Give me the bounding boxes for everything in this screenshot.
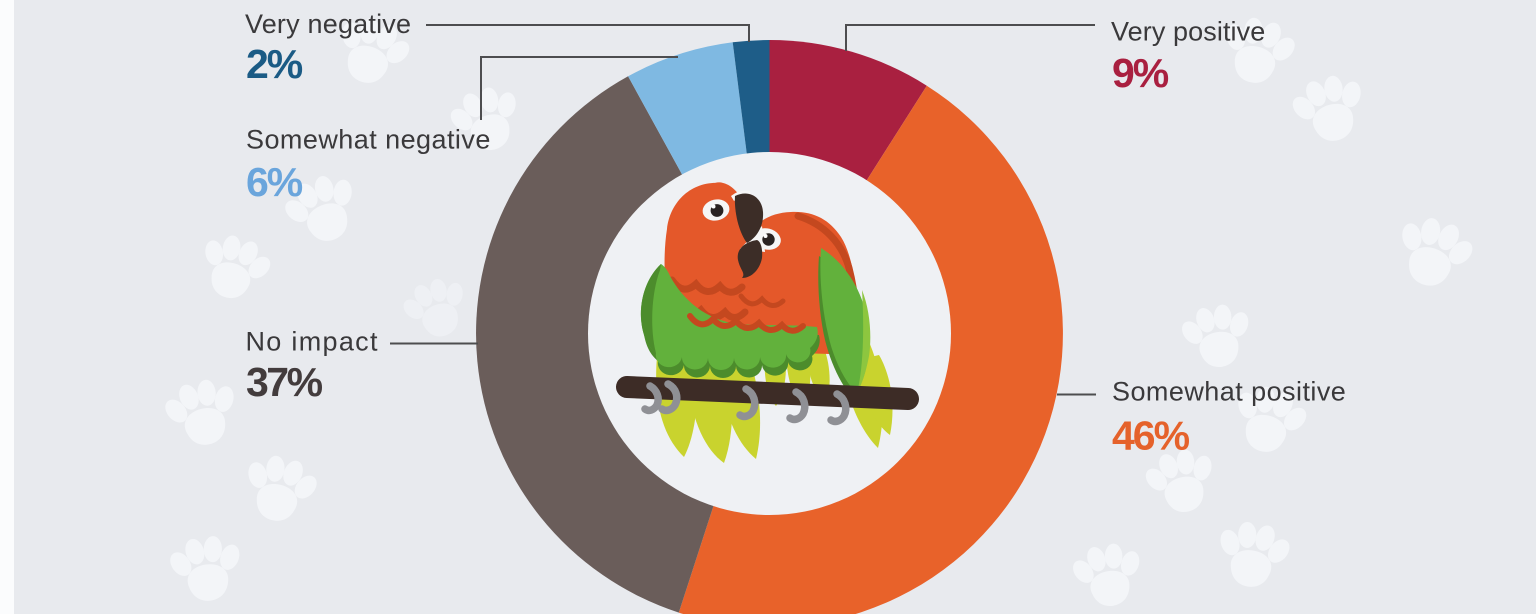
svg-text:37%: 37% (246, 359, 323, 405)
svg-text:No impact: No impact (246, 327, 379, 357)
svg-text:Somewhat positive: Somewhat positive (1112, 377, 1346, 407)
svg-text:Very negative: Very negative (245, 9, 411, 39)
svg-text:Very positive: Very positive (1111, 17, 1265, 47)
svg-text:2%: 2% (246, 41, 303, 87)
svg-text:46%: 46% (1112, 413, 1190, 459)
svg-text:6%: 6% (246, 159, 303, 205)
svg-text:9%: 9% (1112, 50, 1169, 96)
svg-text:Somewhat negative: Somewhat negative (246, 125, 491, 155)
